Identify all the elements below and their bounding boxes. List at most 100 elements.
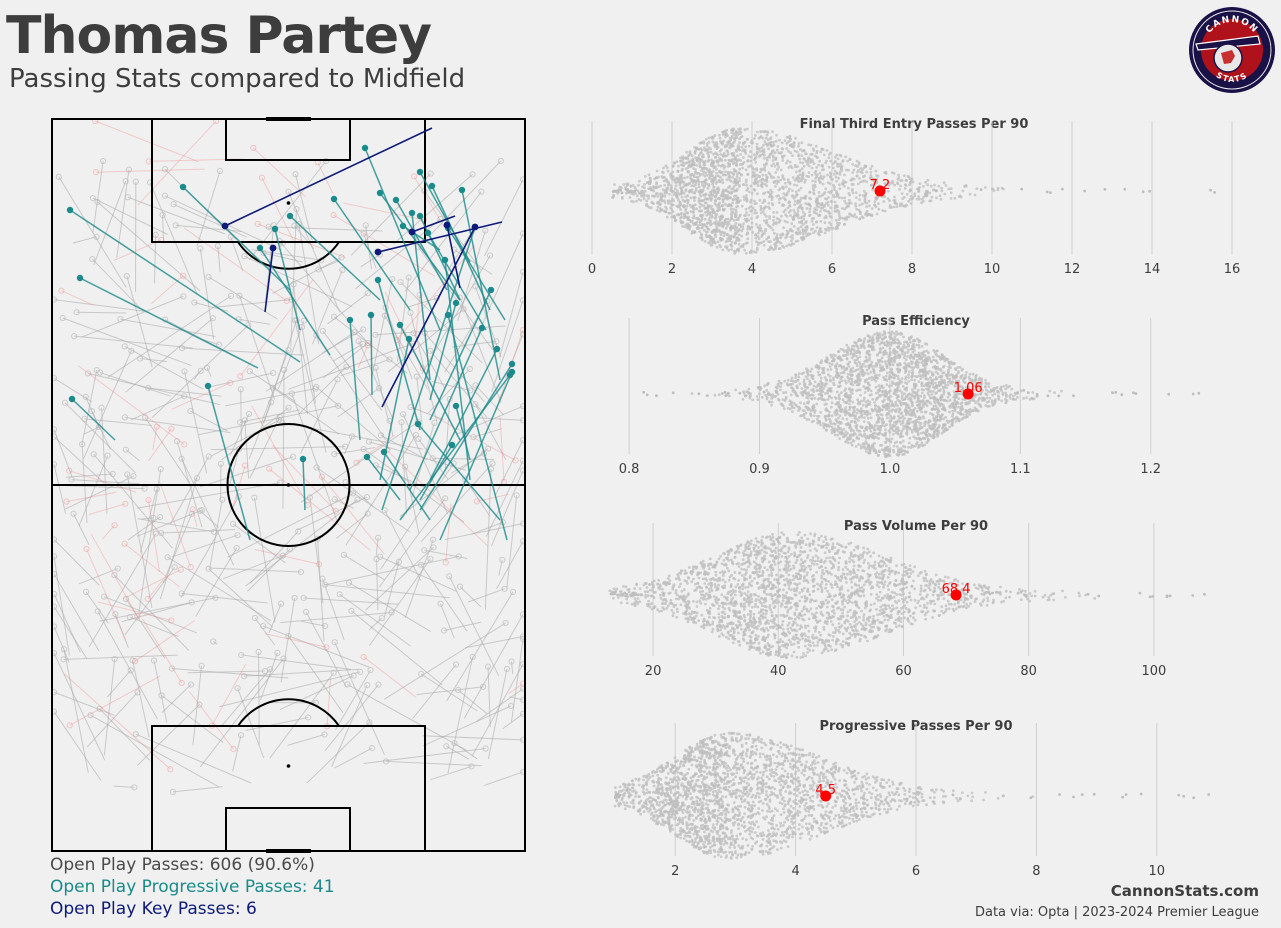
swarm-point bbox=[773, 151, 777, 155]
swarm-point bbox=[682, 164, 686, 168]
tick-label: 6 bbox=[828, 262, 836, 277]
swarm-point bbox=[761, 130, 765, 134]
swarm-point bbox=[767, 400, 771, 404]
swarm-point bbox=[759, 135, 762, 139]
swarm-point bbox=[721, 248, 725, 252]
swarm-point bbox=[800, 154, 804, 158]
swarm-point bbox=[686, 211, 690, 215]
pass-end-marker bbox=[363, 494, 371, 501]
swarm-point bbox=[660, 198, 663, 202]
swarm-point bbox=[928, 191, 932, 195]
swarm-point bbox=[865, 368, 869, 372]
swarm-point bbox=[861, 216, 865, 220]
swarm-point bbox=[791, 234, 794, 237]
swarm-point bbox=[782, 246, 786, 249]
swarm-point bbox=[667, 201, 670, 205]
swarm-point bbox=[917, 370, 921, 374]
swarm-point bbox=[755, 130, 759, 134]
swarm-point bbox=[709, 147, 713, 151]
swarm-point bbox=[737, 238, 741, 242]
swarm-point bbox=[835, 179, 838, 183]
swarm-point bbox=[772, 238, 776, 242]
swarm-point bbox=[699, 151, 703, 155]
swarm-point bbox=[726, 143, 729, 146]
swarm-point bbox=[729, 191, 732, 194]
swarm-point bbox=[677, 213, 680, 216]
swarm-point bbox=[836, 162, 840, 166]
pass-end-marker bbox=[276, 416, 283, 424]
swarm-point bbox=[815, 151, 819, 155]
swarm-point bbox=[901, 439, 905, 443]
pass-end-marker bbox=[197, 367, 204, 374]
completed-pass bbox=[268, 603, 282, 634]
swarm-point bbox=[874, 197, 878, 201]
swarm-point bbox=[652, 185, 656, 189]
swarm-point bbox=[705, 230, 709, 234]
swarm-point bbox=[965, 412, 968, 416]
swarm-point bbox=[848, 402, 851, 406]
swarm-point bbox=[909, 180, 913, 184]
swarm-point bbox=[868, 356, 871, 360]
swarm-point bbox=[687, 164, 691, 168]
swarm-point bbox=[760, 229, 764, 233]
swarm-point bbox=[934, 367, 938, 371]
swarm-point bbox=[746, 172, 750, 176]
swarm-point bbox=[671, 210, 675, 214]
swarm-point bbox=[830, 189, 833, 193]
swarm-point bbox=[755, 248, 759, 252]
swarm-point bbox=[1083, 189, 1087, 193]
swarm-point bbox=[697, 197, 701, 201]
swarm-point bbox=[825, 379, 829, 382]
swarm-point bbox=[776, 145, 780, 148]
completed-pass bbox=[244, 420, 250, 479]
swarm-point bbox=[770, 190, 774, 194]
swarm-point bbox=[725, 178, 729, 182]
swarm-point bbox=[916, 388, 920, 392]
pass-end-marker bbox=[321, 622, 329, 630]
swarm-point bbox=[759, 167, 763, 171]
swarm-point bbox=[787, 180, 790, 184]
pass-end-marker bbox=[241, 673, 248, 680]
swarm-point bbox=[921, 444, 925, 448]
swarm-point bbox=[812, 414, 816, 417]
swarm-point bbox=[780, 155, 784, 158]
swarm-point bbox=[869, 171, 873, 174]
swarm-point bbox=[832, 376, 835, 380]
swarm-point bbox=[859, 180, 862, 184]
swarm-point bbox=[776, 179, 779, 183]
swarm-point bbox=[749, 249, 753, 253]
swarm-point bbox=[745, 199, 749, 203]
swarm-point bbox=[784, 161, 788, 165]
swarm-point bbox=[697, 209, 701, 213]
swarm-point bbox=[799, 186, 803, 190]
swarm-point bbox=[742, 195, 746, 199]
tick-label: 10 bbox=[984, 262, 1001, 277]
swarm-point bbox=[835, 171, 839, 175]
swarm-point bbox=[702, 185, 706, 189]
swarm-point bbox=[811, 393, 815, 397]
swarm-point bbox=[793, 389, 797, 393]
swarm-point bbox=[739, 225, 743, 228]
swarm-point bbox=[843, 379, 847, 383]
swarm-point bbox=[721, 153, 725, 157]
swarm-point bbox=[924, 410, 928, 414]
swarm-point bbox=[763, 384, 766, 388]
swarm-point bbox=[746, 138, 749, 141]
swarm-point bbox=[679, 208, 682, 211]
swarm-point bbox=[929, 184, 933, 188]
page-subtitle: Passing Stats compared to Midfield bbox=[9, 64, 466, 94]
swarm-point bbox=[825, 159, 828, 163]
swarm-point bbox=[707, 184, 711, 188]
swarm-point bbox=[706, 159, 710, 163]
swarm-point bbox=[658, 210, 661, 213]
swarm-point bbox=[815, 166, 819, 169]
swarm-point bbox=[878, 450, 881, 454]
swarm-point bbox=[807, 171, 811, 174]
swarm-point bbox=[873, 332, 876, 336]
swarm-point bbox=[906, 355, 909, 358]
swarm-point bbox=[694, 222, 698, 226]
swarm-point bbox=[733, 189, 737, 193]
swarm-point bbox=[964, 184, 968, 188]
swarm-point bbox=[808, 214, 811, 218]
swarm-point bbox=[771, 228, 775, 232]
